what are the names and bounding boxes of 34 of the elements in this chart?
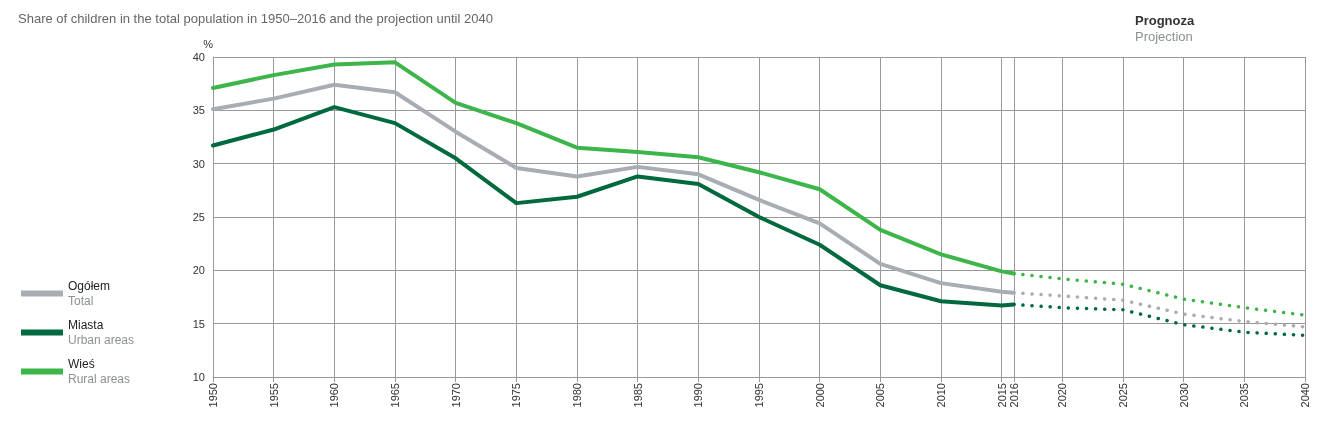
x-tick-label: 2016 (1007, 383, 1020, 408)
x-tick-label: 2020 (1056, 383, 1069, 408)
y-tick-label: 15 (192, 317, 205, 330)
x-tick-label: 1975 (510, 383, 523, 408)
text: Prognoza (1135, 13, 1195, 28)
legend-label: Wieś Rural areas (68, 357, 131, 386)
x-tick-label: 2010 (935, 383, 947, 408)
y-tick-label: 30 (192, 157, 205, 170)
x-tick-label: 1970 (449, 383, 462, 408)
x-tick-label: 1995 (753, 383, 765, 408)
x-tick-label: 2030 (1177, 383, 1190, 408)
x-tick-label: 1980 (571, 383, 583, 408)
y-tick-label: 40 (192, 51, 205, 63)
y-axis-title: % (203, 37, 214, 50)
x-tick-label: 1950 (207, 383, 219, 408)
x-tick-label: 1955 (267, 383, 280, 408)
text: Projection (1135, 29, 1193, 44)
chart-subtitle: Share of children in the total population in 1950–2016 and the projection until 2040 (18, 11, 493, 26)
x-tick-label: 1985 (631, 383, 644, 408)
y-tick-label: 10 (192, 371, 205, 383)
x-tick-label: 1965 (389, 383, 401, 408)
x-tick-label: 1960 (328, 383, 341, 408)
x-tick-label: 2015 (995, 383, 1008, 408)
x-tick-label: 1990 (692, 383, 705, 408)
x-tick-label: 2005 (874, 383, 887, 408)
x-tick-label: 2035 (1238, 383, 1251, 408)
x-tick-label: 2025 (1117, 383, 1129, 408)
y-tick-label: 25 (192, 211, 205, 223)
legend-label: Ogółem Total (68, 279, 111, 308)
y-tick-label: 20 (192, 264, 205, 277)
x-tick-label: 2040 (1299, 383, 1311, 408)
legend-label: Miasta Urban areas (68, 318, 135, 347)
x-tick-label: 2000 (813, 383, 826, 408)
y-tick-label: 35 (192, 104, 205, 117)
